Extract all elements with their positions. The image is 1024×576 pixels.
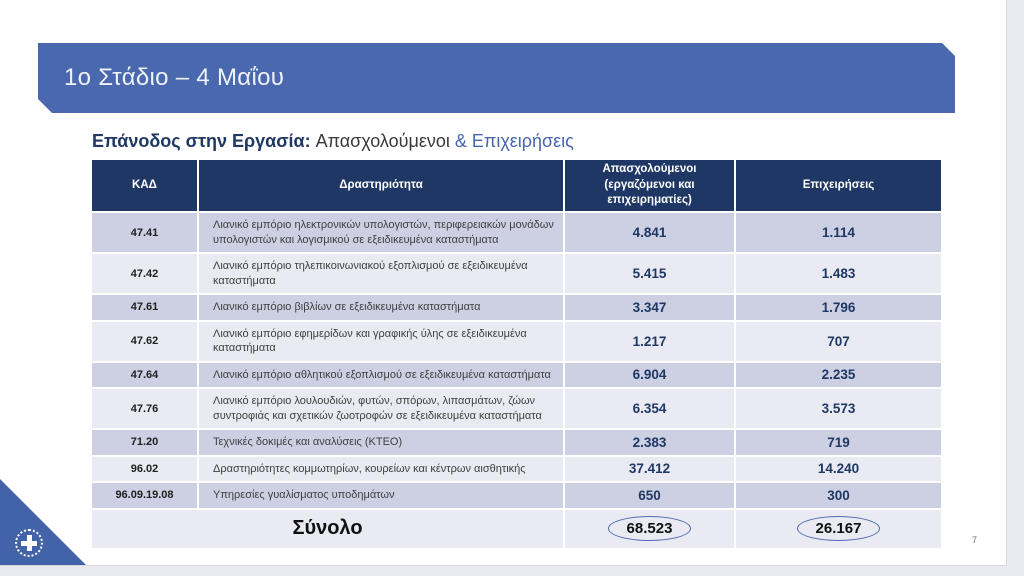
total-row: Σύνολο 68.523 26.167 (92, 508, 941, 550)
activity-cell: Δραστηριότητες κομμωτηρίων, κουρείων και… (198, 455, 565, 484)
activity-cell: Λιανικό εμπόριο βιβλίων σε εξειδικευμένα… (198, 294, 565, 322)
activity-cell: Υπηρεσίες γυαλίσματος υποδημάτων (198, 482, 565, 510)
total-businesses-cell: 26.167 (735, 508, 941, 550)
activity-cell: Λιανικό εμπόριο ηλεκτρονικών υπολογιστών… (198, 212, 565, 255)
col-header-businesses: Επιχειρήσεις (735, 160, 941, 213)
banner: 1ο Στάδιο – 4 Μαΐου (38, 43, 955, 113)
table-header-row: ΚΑΔ Δραστηριότητα Απασχολούμενοι (εργαζό… (92, 160, 941, 213)
kad-cell: 96.02 (92, 455, 199, 484)
table-row: 71.20 Τεχνικές δοκιμές και αναλύσεις (ΚΤΕ… (92, 429, 941, 457)
employees-cell: 3.347 (564, 294, 736, 322)
businesses-cell: 2.235 (735, 361, 941, 390)
businesses-cell: 14.240 (735, 455, 941, 484)
col-header-employees: Απασχολούμενοι (εργαζόμενοι και επιχειρη… (564, 160, 736, 213)
banner-title: 1ο Στάδιο – 4 Μαΐου (64, 64, 285, 91)
businesses-cell: 1.796 (735, 294, 941, 322)
businesses-cell: 707 (735, 320, 941, 363)
activity-cell: Λιανικό εμπόριο αθλητικού εξοπλισμού σε … (198, 361, 565, 390)
employees-cell: 2.383 (564, 429, 736, 457)
col-header-activity: Δραστηριότητα (198, 160, 565, 213)
kad-cell: 47.76 (92, 388, 199, 431)
table-row: 96.02 Δραστηριότητες κομμωτηρίων, κουρείω… (92, 455, 941, 484)
businesses-cell: 719 (735, 429, 941, 457)
businesses-cell: 1.114 (735, 212, 941, 255)
heading-bold: Επάνοδος στην Εργασία: (92, 131, 316, 151)
table-row: 47.61 Λιανικό εμπόριο βιβλίων σε εξειδικε… (92, 294, 941, 322)
activity-cell: Λιανικό εμπόριο εφημερίδων και γραφικής … (198, 320, 565, 363)
employees-cell: 37.412 (564, 455, 736, 484)
col-header-kad: ΚΑΔ (92, 160, 199, 213)
kad-cell: 47.41 (92, 212, 199, 255)
total-businesses-circled: 26.167 (796, 516, 881, 542)
total-label: Σύνολο (92, 508, 565, 550)
table-row: 47.76 Λιανικό εμπόριο λουλουδιών, φυτών, … (92, 388, 941, 431)
businesses-cell: 3.573 (735, 388, 941, 431)
table-row: 47.62 Λιανικό εμπόριο εφημερίδων και γραφ… (92, 320, 941, 363)
employees-cell: 6.354 (564, 388, 736, 431)
kad-cell: 96.09.19.08 (92, 482, 199, 510)
total-employees-cell: 68.523 (564, 508, 736, 550)
corner-decoration (0, 479, 86, 565)
slide: 1ο Στάδιο – 4 Μαΐου Επάνοδος στην Εργασί… (0, 0, 1007, 566)
kad-cell: 47.61 (92, 294, 199, 322)
activity-cell: Λιανικό εμπόριο τηλεπικοινωνιακού εξοπλι… (198, 253, 565, 296)
activity-cell: Τεχνικές δοκιμές και αναλύσεις (ΚΤΕΟ) (198, 429, 565, 457)
activity-cell: Λιανικό εμπόριο λουλουδιών, φυτών, σπόρω… (198, 388, 565, 431)
kad-cell: 71.20 (92, 429, 199, 457)
table-row: 96.09.19.08 Υπηρεσίες γυαλίσματος υποδημά… (92, 482, 941, 510)
kad-table: ΚΑΔ Δραστηριότητα Απασχολούμενοι (εργαζό… (92, 160, 941, 550)
table-row: 47.64 Λιανικό εμπόριο αθλητικού εξοπλισμο… (92, 361, 941, 390)
businesses-cell: 300 (735, 482, 941, 510)
heading-blue: & Επιχειρήσεις (454, 131, 574, 151)
employees-cell: 6.904 (564, 361, 736, 390)
section-heading: Επάνοδος στην Εργασία: Απασχολούμενοι & … (92, 131, 574, 152)
heading-dark: Απασχολούμενοι (315, 131, 455, 151)
table-row: 47.42 Λιανικό εμπόριο τηλεπικοινωνιακού ε… (92, 253, 941, 296)
kad-cell: 47.42 (92, 253, 199, 296)
kad-cell: 47.64 (92, 361, 199, 390)
table-body: 47.41 Λιανικό εμπόριο ηλεκτρονικών υπολογ… (92, 212, 941, 510)
businesses-cell: 1.483 (735, 253, 941, 296)
kad-cell: 47.62 (92, 320, 199, 363)
employees-cell: 650 (564, 482, 736, 510)
greek-government-emblem-icon (15, 529, 43, 557)
employees-cell: 4.841 (564, 212, 736, 255)
page-number: 7 (972, 535, 978, 545)
table-row: 47.41 Λιανικό εμπόριο ηλεκτρονικών υπολογ… (92, 212, 941, 255)
employees-cell: 1.217 (564, 320, 736, 363)
employees-cell: 5.415 (564, 253, 736, 296)
total-employees-circled: 68.523 (607, 516, 692, 542)
